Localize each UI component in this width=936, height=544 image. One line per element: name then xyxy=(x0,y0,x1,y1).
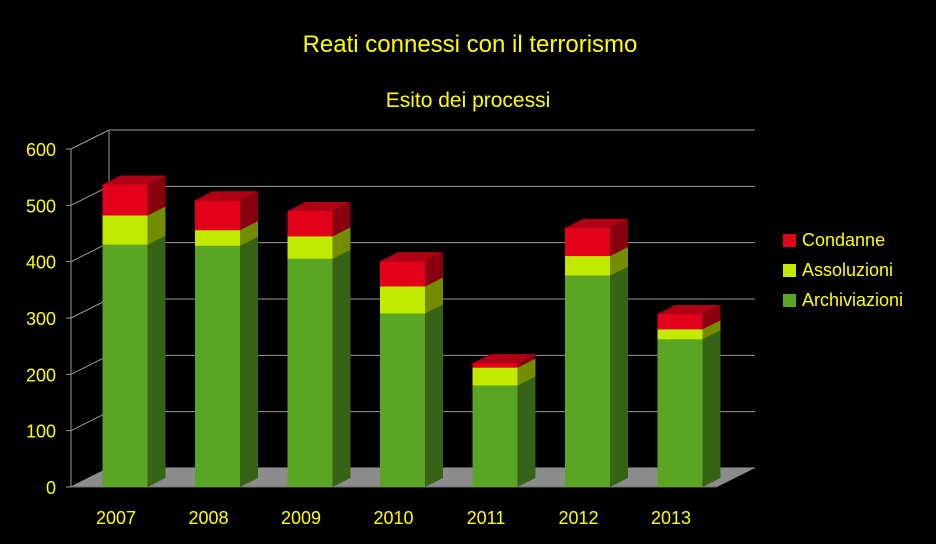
legend-swatch xyxy=(783,264,796,277)
bar-segment-condanne xyxy=(102,175,166,216)
bar-segment-condanne xyxy=(472,354,536,368)
y-tick-label: 400 xyxy=(26,253,56,273)
bar-segment-condanne xyxy=(287,201,351,237)
legend-label: Condanne xyxy=(802,230,885,250)
y-tick-label: 600 xyxy=(26,140,56,160)
legend-swatch xyxy=(783,234,796,247)
x-tick-label: 2011 xyxy=(467,508,506,528)
chart-subtitle: Esito dei processi xyxy=(386,89,551,112)
bar-segment-archiviazioni xyxy=(657,330,721,487)
legend-swatch xyxy=(783,294,796,307)
chart-title: Reati connessi con il terrorismo xyxy=(303,31,638,58)
bar-segment-archiviazioni xyxy=(380,304,443,487)
bar-segment-archiviazioni xyxy=(287,249,351,487)
bar-segment-archiviazioni xyxy=(195,236,258,487)
x-tick-label: 2007 xyxy=(96,508,136,528)
legend-item: Condanne xyxy=(783,230,885,250)
legend-label: Archiviazioni xyxy=(802,290,903,310)
y-tick-label: 0 xyxy=(46,478,56,498)
bar-segment-archiviazioni xyxy=(472,376,536,487)
y-tick-label: 300 xyxy=(26,309,56,329)
x-tick-label: 2010 xyxy=(373,508,413,528)
gridline-side xyxy=(70,129,110,150)
x-tick-label: 2009 xyxy=(281,508,321,528)
legend-item: Archiviazioni xyxy=(783,290,903,310)
x-tick-label: 2012 xyxy=(558,508,598,528)
y-tick-label: 200 xyxy=(26,365,56,385)
legend-label: Assoluzioni xyxy=(802,260,893,280)
bar-segment-archiviazioni xyxy=(565,266,628,487)
bar-segment-condanne xyxy=(195,191,258,231)
legend-item: Assoluzioni xyxy=(783,260,893,280)
bar-segment-condanne xyxy=(657,305,721,330)
x-tick-label: 2008 xyxy=(188,508,228,528)
x-tick-label: 2013 xyxy=(651,508,691,528)
y-tick-label: 500 xyxy=(26,196,56,216)
legend: Condanne Assoluzioni Archiviazioni xyxy=(783,230,903,310)
y-tick-label: 100 xyxy=(26,422,56,442)
bar-segment-condanne xyxy=(380,252,443,287)
bar-segment-condanne xyxy=(565,218,628,257)
bar-segment-archiviazioni xyxy=(102,235,166,487)
plot-area: 0 100 200 300 400 500 600 2007 2008 2009 2010 2011 2… xyxy=(26,129,755,528)
